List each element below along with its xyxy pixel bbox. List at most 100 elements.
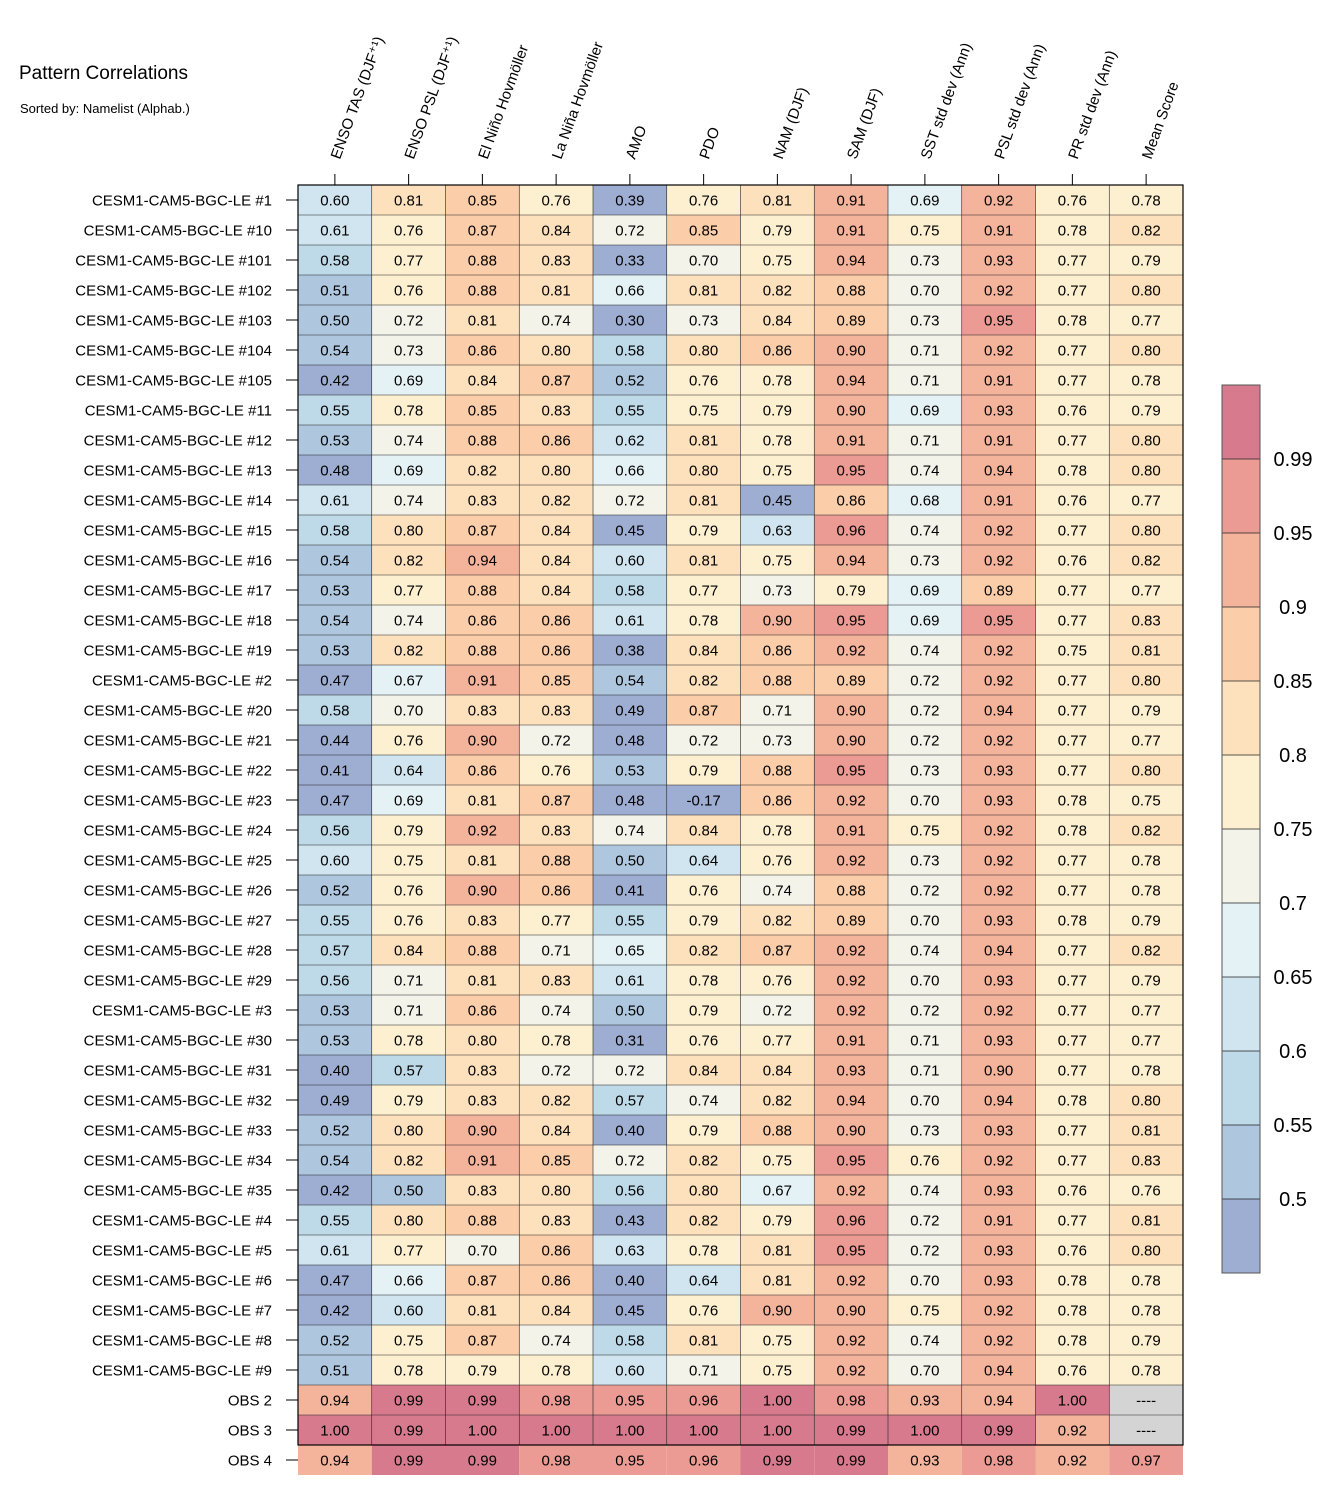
heatmap-cell [298, 695, 372, 725]
cell-value: 0.92 [837, 1183, 866, 1200]
cell-value: 0.92 [837, 853, 866, 870]
cell-value: 0.90 [468, 733, 497, 750]
cell-value: 0.78 [763, 373, 792, 390]
heatmap-cell [445, 695, 520, 725]
cell-value: 0.70 [910, 1363, 939, 1380]
cell-value: 0.61 [615, 613, 644, 630]
cell-value: 0.80 [689, 463, 718, 480]
cell-value: 0.56 [615, 1183, 644, 1200]
heatmap-cell [961, 725, 1036, 755]
heatmap-cell [961, 665, 1036, 695]
heatmap-cell [888, 725, 962, 755]
cell-value: 0.77 [763, 1033, 792, 1050]
cell-value: 0.81 [394, 193, 423, 210]
cell-value: 0.77 [1132, 1033, 1161, 1050]
cell-value: 0.91 [837, 223, 866, 240]
cell-value: 0.71 [394, 973, 423, 990]
cell-value: 0.77 [1132, 733, 1161, 750]
heatmap-cell [666, 755, 741, 785]
cell-value: 0.70 [394, 703, 423, 720]
cell-value: 0.72 [763, 1003, 792, 1020]
heatmap-cell [1035, 935, 1110, 965]
heatmap-cell [1109, 185, 1183, 215]
heatmap-cell [1109, 1205, 1183, 1235]
heatmap-cell [1109, 365, 1183, 395]
heatmap-cell [1035, 305, 1110, 335]
cell-value: 0.88 [763, 1123, 792, 1140]
heatmap-cell [298, 905, 372, 935]
cell-value: 0.96 [689, 1453, 718, 1470]
colorbar-segment [1222, 459, 1260, 533]
heatmap-cell [593, 845, 667, 875]
heatmap-cell [1109, 545, 1183, 575]
cell-value: 0.74 [394, 613, 423, 630]
cell-value: 0.90 [984, 1063, 1013, 1080]
heatmap-cell [814, 455, 888, 485]
heatmap-cell [445, 1235, 520, 1265]
cell-value: 0.70 [910, 793, 939, 810]
cell-value: 0.87 [542, 793, 571, 810]
cell-value: 0.91 [837, 433, 866, 450]
cell-value: 0.90 [837, 343, 866, 360]
heatmap-cell [740, 1325, 815, 1355]
heatmap-cell [445, 545, 520, 575]
heatmap-cell [740, 1295, 815, 1325]
cell-value: 0.69 [910, 403, 939, 420]
heatmap-cell [298, 485, 372, 515]
cell-value: 0.72 [542, 1063, 571, 1080]
cell-value: 0.73 [910, 253, 939, 270]
cell-value: 0.72 [542, 733, 571, 750]
heatmap-cell [519, 785, 593, 815]
heatmap-cell [961, 905, 1036, 935]
heatmap-cell [1035, 335, 1110, 365]
cell-value: 0.80 [542, 1183, 571, 1200]
heatmap-cell [666, 1085, 741, 1115]
heatmap-cell [593, 605, 667, 635]
cell-value: 0.76 [1058, 193, 1087, 210]
heatmap-cell [814, 875, 888, 905]
cell-value: 0.64 [689, 1273, 718, 1290]
cell-value: 0.41 [615, 883, 644, 900]
heatmap-cell [888, 1415, 962, 1445]
heatmap-cell [814, 575, 888, 605]
cell-value: 0.84 [542, 553, 571, 570]
cell-value: 0.74 [542, 313, 571, 330]
heatmap-cell [740, 1445, 815, 1475]
cell-value: 0.78 [1132, 883, 1161, 900]
cell-value: 0.90 [837, 403, 866, 420]
heatmap-cell [593, 1325, 667, 1355]
heatmap-cell [666, 575, 741, 605]
cell-value: 0.95 [615, 1393, 644, 1410]
row-label: OBS 4 [228, 1453, 272, 1470]
heatmap-cell [666, 785, 741, 815]
row-label: CESM1-CAM5-BGC-LE #33 [84, 1123, 272, 1140]
heatmap-cell [593, 1085, 667, 1115]
cell-value: 0.70 [910, 1273, 939, 1290]
cell-value: 0.64 [394, 763, 423, 780]
cell-value: 0.47 [320, 793, 349, 810]
heatmap-cell [519, 695, 593, 725]
cell-value: 0.93 [984, 913, 1013, 930]
heatmap-cell [888, 1235, 962, 1265]
cell-value: 0.80 [542, 343, 571, 360]
heatmap-cell [666, 1235, 741, 1265]
cell-value: 0.80 [689, 1183, 718, 1200]
cell-value: 0.92 [984, 1153, 1013, 1170]
cell-value: 0.77 [1058, 733, 1087, 750]
heatmap-cell [888, 1385, 962, 1415]
heatmap-cell [371, 1055, 446, 1085]
heatmap-cell [1109, 695, 1183, 725]
heatmap-cell [1035, 1295, 1110, 1325]
cell-value: 0.83 [468, 703, 497, 720]
cell-value: 0.90 [837, 1303, 866, 1320]
heatmap-cell [593, 635, 667, 665]
cell-value: 0.55 [320, 1213, 349, 1230]
heatmap-cell [666, 1265, 741, 1295]
heatmap-cell [1109, 335, 1183, 365]
cell-value: 0.87 [763, 943, 792, 960]
heatmap-grid [297, 184, 1184, 1446]
row-label: CESM1-CAM5-BGC-LE #21 [84, 733, 272, 750]
cell-value: 0.82 [394, 553, 423, 570]
cell-value: 0.74 [615, 823, 644, 840]
cell-value: 0.84 [542, 223, 571, 240]
